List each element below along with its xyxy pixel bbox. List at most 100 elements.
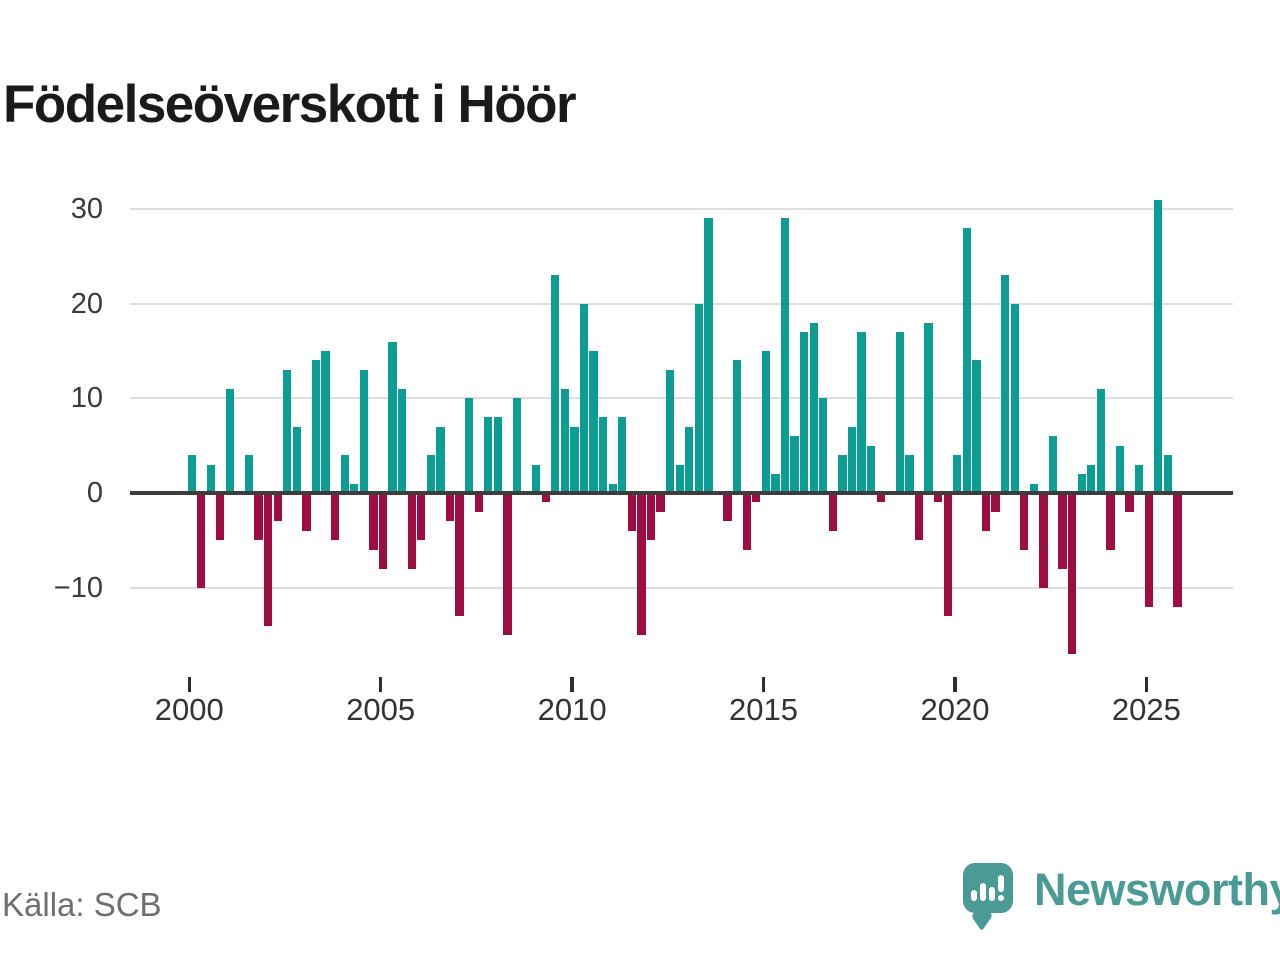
- positive-bar: [704, 218, 713, 491]
- positive-bar: [532, 464, 541, 491]
- negative-bar: [216, 495, 225, 541]
- positive-bar: [388, 341, 397, 491]
- positive-bar: [761, 351, 770, 491]
- positive-bar: [359, 369, 368, 491]
- negative-bar: [369, 495, 378, 550]
- positive-bar: [895, 332, 904, 491]
- gridline: [130, 208, 1233, 211]
- mini-exclamation-dot: [998, 895, 1004, 901]
- speech-bubble-icon: [963, 863, 1013, 932]
- positive-bar: [1048, 436, 1058, 491]
- negative-bar: [331, 495, 340, 541]
- logo-wordmark: Newsworthy: [1034, 864, 1280, 915]
- gridline: [130, 302, 1233, 305]
- x-axis-tick: [953, 677, 957, 692]
- positive-bar: [608, 483, 617, 491]
- positive-bar: [924, 322, 933, 491]
- negative-bar: [541, 495, 550, 503]
- positive-bar: [311, 360, 321, 491]
- positive-bar: [771, 474, 780, 491]
- negative-bar: [264, 495, 273, 626]
- positive-bar: [809, 322, 818, 491]
- positive-bar: [618, 417, 627, 491]
- positive-bar: [589, 351, 598, 491]
- positive-bar: [847, 426, 857, 491]
- y-axis-label: 30: [70, 193, 103, 226]
- negative-bar: [828, 495, 837, 531]
- mini-exclamation-bar: [998, 875, 1004, 892]
- negative-bar: [1125, 495, 1134, 512]
- positive-bar: [694, 303, 703, 491]
- positive-bar: [733, 360, 742, 491]
- negative-bar: [1039, 495, 1048, 588]
- positive-bar: [867, 445, 876, 491]
- negative-bar: [637, 495, 646, 635]
- positive-bar: [340, 455, 349, 491]
- negative-bar: [417, 495, 426, 541]
- source-note: Källa: SCB: [2, 886, 162, 923]
- negative-bar: [1020, 495, 1029, 550]
- x-axis-tick: [761, 677, 766, 692]
- negative-bar: [254, 495, 263, 541]
- negative-bar: [981, 495, 991, 531]
- negative-bar: [1106, 495, 1115, 550]
- negative-bar: [991, 495, 1000, 512]
- x-axis-label: 2020: [920, 692, 990, 727]
- positive-bar: [838, 455, 847, 491]
- plot-area: [130, 190, 1233, 660]
- positive-bar: [819, 398, 828, 491]
- positive-bar: [685, 426, 694, 491]
- positive-bar: [1163, 455, 1172, 491]
- positive-bar: [484, 417, 493, 491]
- x-axis-label: 2000: [154, 692, 224, 727]
- negative-bar: [1068, 495, 1077, 654]
- x-axis-tick: [570, 677, 574, 692]
- positive-bar: [206, 464, 215, 491]
- negative-bar: [474, 495, 483, 512]
- positive-bar: [551, 275, 560, 491]
- negative-bar: [445, 495, 455, 522]
- positive-bar: [1077, 474, 1086, 491]
- negative-bar: [503, 495, 512, 635]
- positive-bar: [560, 388, 569, 491]
- positive-bar: [1029, 483, 1038, 491]
- x-axis-tick: [378, 677, 383, 692]
- positive-bar: [1135, 464, 1144, 491]
- positive-bar: [292, 426, 301, 491]
- chart-title: Födelseöverskott i Höör: [3, 74, 577, 134]
- positive-bar: [675, 464, 684, 491]
- x-axis-label: 2015: [729, 692, 799, 727]
- negative-bar: [197, 495, 206, 588]
- negative-bar: [455, 495, 464, 617]
- gridline: [130, 586, 1233, 589]
- negative-bar: [302, 495, 311, 531]
- negative-bar: [723, 495, 732, 522]
- gridline: [130, 397, 1233, 400]
- positive-bar: [1001, 275, 1010, 491]
- negative-bar: [1058, 495, 1067, 569]
- negative-bar: [407, 495, 416, 569]
- positive-bar: [283, 369, 292, 491]
- positive-bar: [493, 417, 502, 491]
- negative-bar: [934, 495, 943, 503]
- positive-bar: [512, 398, 522, 491]
- positive-bar: [972, 360, 981, 491]
- positive-bar: [1115, 445, 1125, 491]
- y-axis-label: 0: [86, 477, 103, 509]
- positive-bar: [225, 388, 234, 491]
- x-axis-tick: [187, 677, 191, 692]
- positive-bar: [800, 332, 809, 491]
- negative-bar: [742, 495, 751, 550]
- positive-bar: [244, 455, 254, 491]
- speech-bubble-tail: [971, 900, 993, 932]
- positive-bar: [570, 426, 579, 491]
- x-axis-label: 2025: [1111, 692, 1181, 727]
- positive-bar: [905, 455, 914, 491]
- mini-bar-2: [980, 883, 986, 901]
- negative-bar: [1173, 495, 1182, 607]
- negative-bar: [273, 495, 282, 522]
- positive-bar: [465, 398, 474, 491]
- y-axis-label: 20: [70, 287, 103, 320]
- positive-bar: [962, 227, 971, 491]
- y-axis-label: 10: [70, 382, 103, 415]
